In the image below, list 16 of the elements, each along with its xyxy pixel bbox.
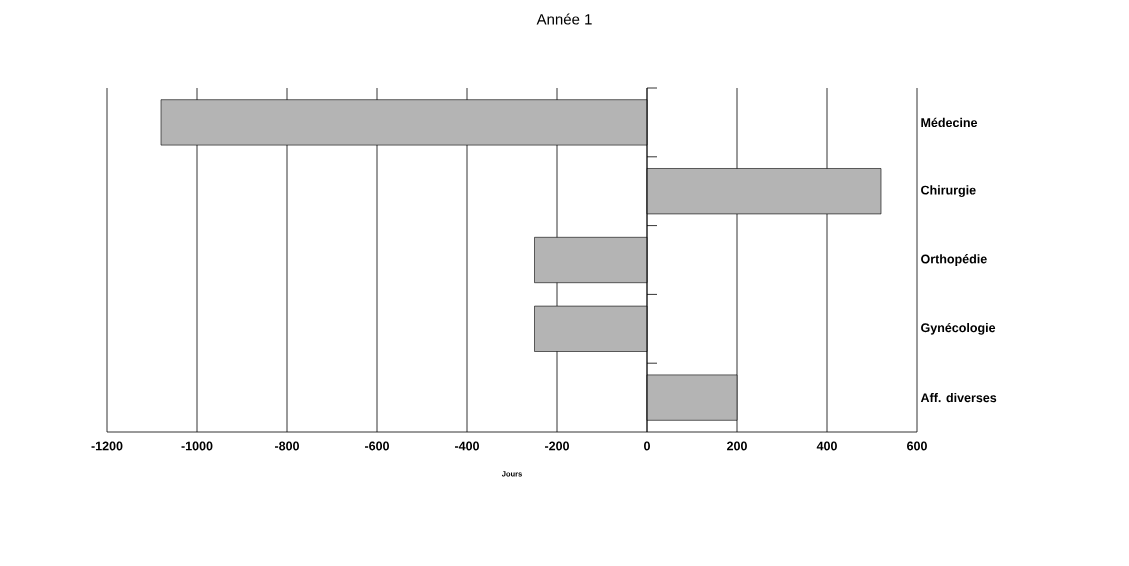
- x-tick-label: -400: [454, 441, 480, 451]
- x-tick-label: -600: [364, 441, 390, 451]
- y-tick-label: Aff. diverses: [920, 393, 997, 403]
- x-tick-label: 0: [644, 441, 650, 451]
- y-tick-label: Orthopédie: [921, 254, 987, 266]
- x-tick-label: -1200: [91, 441, 123, 451]
- x-tick-label: -1000: [181, 441, 213, 451]
- x-tick-label: 200: [727, 441, 747, 451]
- x-tick-label: 400: [816, 441, 837, 451]
- x-tick-label: -200: [544, 441, 570, 451]
- y-tick-label: Médecine: [921, 117, 978, 128]
- y-tick-label: Chirurgie: [921, 185, 976, 198]
- x-tick-label: 600: [907, 441, 927, 451]
- y-tick-label: Gynécologie: [921, 322, 996, 335]
- chart-title: Année 1: [536, 13, 592, 25]
- x-tick-label: -800: [274, 441, 300, 451]
